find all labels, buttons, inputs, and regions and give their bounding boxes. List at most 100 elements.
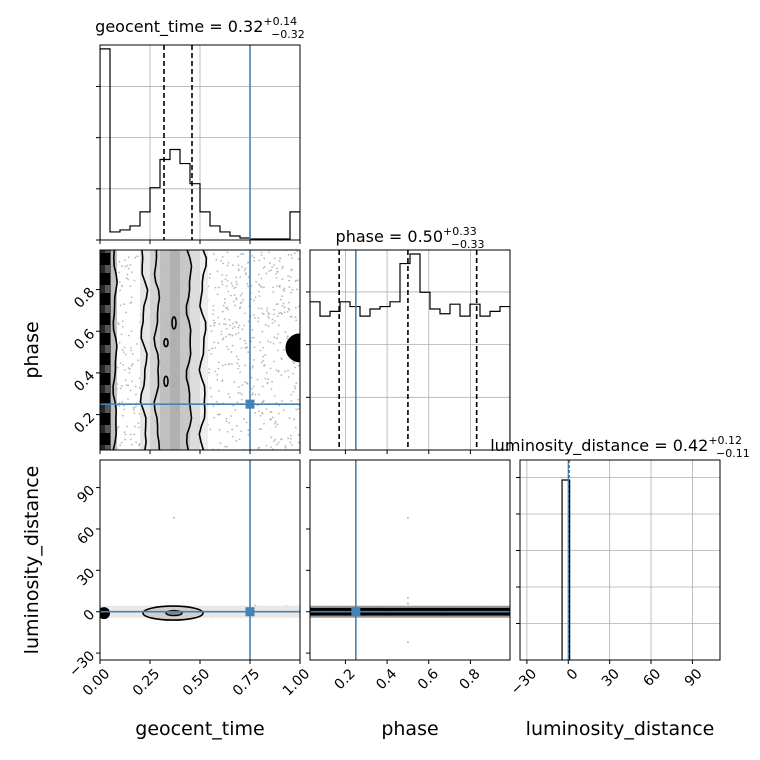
scatter-point xyxy=(124,259,126,262)
scatter-point xyxy=(121,348,124,351)
scatter-point xyxy=(235,333,237,336)
scatter-point xyxy=(265,371,268,374)
scatter-point xyxy=(221,256,224,258)
scatter-point xyxy=(221,310,224,313)
scatter-point xyxy=(220,259,222,262)
scatter-point xyxy=(294,316,297,319)
scatter-point xyxy=(228,422,230,424)
density-band xyxy=(310,605,510,608)
scatter-point xyxy=(227,290,230,293)
scatter-point xyxy=(127,398,129,400)
tick-label-luminosity_distance: −30 xyxy=(508,666,540,698)
scatter-point xyxy=(125,384,128,386)
scatter-point xyxy=(255,281,258,283)
hist-phase xyxy=(310,253,510,450)
hist-bin-geocent-time xyxy=(120,230,130,240)
density-column xyxy=(180,250,190,450)
scatter-point xyxy=(298,441,300,444)
scatter-point xyxy=(217,342,220,344)
scatter-point xyxy=(233,325,236,328)
scatter-point xyxy=(290,400,293,402)
hist-bin-phase xyxy=(470,304,480,450)
scatter-point xyxy=(243,312,246,315)
scatter-point xyxy=(266,381,269,384)
scatter-point xyxy=(288,309,291,311)
scatter-point xyxy=(262,313,265,315)
scatter-point xyxy=(231,334,234,337)
scatter-point xyxy=(290,393,293,396)
scatter-point xyxy=(278,286,281,288)
scatter-point xyxy=(120,441,123,444)
truth-marker xyxy=(245,607,255,617)
tick-label-phase: 0.6 xyxy=(415,666,442,693)
density-block xyxy=(100,413,110,425)
scatter-point xyxy=(235,440,238,442)
scatter-point xyxy=(213,322,216,325)
scatter-point xyxy=(231,284,234,287)
scatter-point xyxy=(136,343,138,345)
scatter-point xyxy=(124,438,126,441)
scatter-point xyxy=(264,354,267,356)
scatter-point xyxy=(212,304,215,307)
tick-label-geocent_time: 0.25 xyxy=(130,666,163,699)
scatter-point xyxy=(243,324,246,327)
scatter-point xyxy=(251,387,253,390)
hist-bin-phase xyxy=(360,316,370,450)
scatter-point xyxy=(126,273,129,276)
hist-bin-geocent-time xyxy=(220,232,230,240)
scatter-point xyxy=(234,408,237,411)
scatter-point xyxy=(277,333,280,335)
tick-label-luminosity_distance: 60 xyxy=(640,666,664,690)
scatter-point xyxy=(129,433,132,436)
scatter-point xyxy=(280,438,283,441)
scatter-point xyxy=(235,276,238,279)
scatter-point xyxy=(262,399,265,402)
scatter-point xyxy=(237,386,240,389)
scatter-point xyxy=(239,302,242,305)
scatter-point xyxy=(284,370,286,373)
hist-bin-phase xyxy=(310,302,320,450)
scatter-point xyxy=(283,287,286,290)
tick-label-luminosity_distance: 90 xyxy=(74,483,98,507)
scatter-point xyxy=(224,323,227,326)
scatter-point xyxy=(243,269,246,272)
scatter-point xyxy=(231,327,234,330)
scatter-point xyxy=(246,383,249,385)
scatter-point xyxy=(235,355,238,358)
scatter-point xyxy=(237,264,240,267)
scatter-point xyxy=(262,359,265,362)
scatter-point xyxy=(267,312,270,315)
scatter-point xyxy=(406,596,409,599)
scatter-point xyxy=(121,414,124,417)
scatter-point xyxy=(276,267,278,270)
scatter-point xyxy=(130,438,132,441)
scatter-point xyxy=(289,441,292,444)
scatter-point xyxy=(291,315,293,318)
density-block xyxy=(100,333,110,345)
scatter-point xyxy=(290,444,293,446)
scatter-point xyxy=(276,285,279,288)
scatter-point xyxy=(246,261,249,264)
scatter-point xyxy=(276,270,278,273)
scatter-point xyxy=(230,351,233,353)
scatter-point xyxy=(286,335,289,338)
scatter-point xyxy=(277,412,280,415)
scatter-point xyxy=(214,286,217,289)
scatter-point xyxy=(294,280,297,282)
scatter-point xyxy=(226,251,229,254)
scatter-point xyxy=(119,362,122,364)
panel-hist-phase xyxy=(306,249,511,454)
scatter-point xyxy=(253,299,255,302)
scatter-point xyxy=(226,430,229,433)
scatter-point xyxy=(267,325,270,328)
scatter-point xyxy=(290,291,292,294)
scatter-point xyxy=(264,377,267,380)
scatter-point xyxy=(282,289,285,291)
scatter-point xyxy=(221,338,224,341)
scatter-point xyxy=(209,428,212,431)
title-phase: phase = 0.50+0.33 −0.33 xyxy=(336,225,485,251)
scatter-point xyxy=(252,359,255,361)
scatter-point xyxy=(122,363,125,366)
scatter-point xyxy=(242,253,245,255)
